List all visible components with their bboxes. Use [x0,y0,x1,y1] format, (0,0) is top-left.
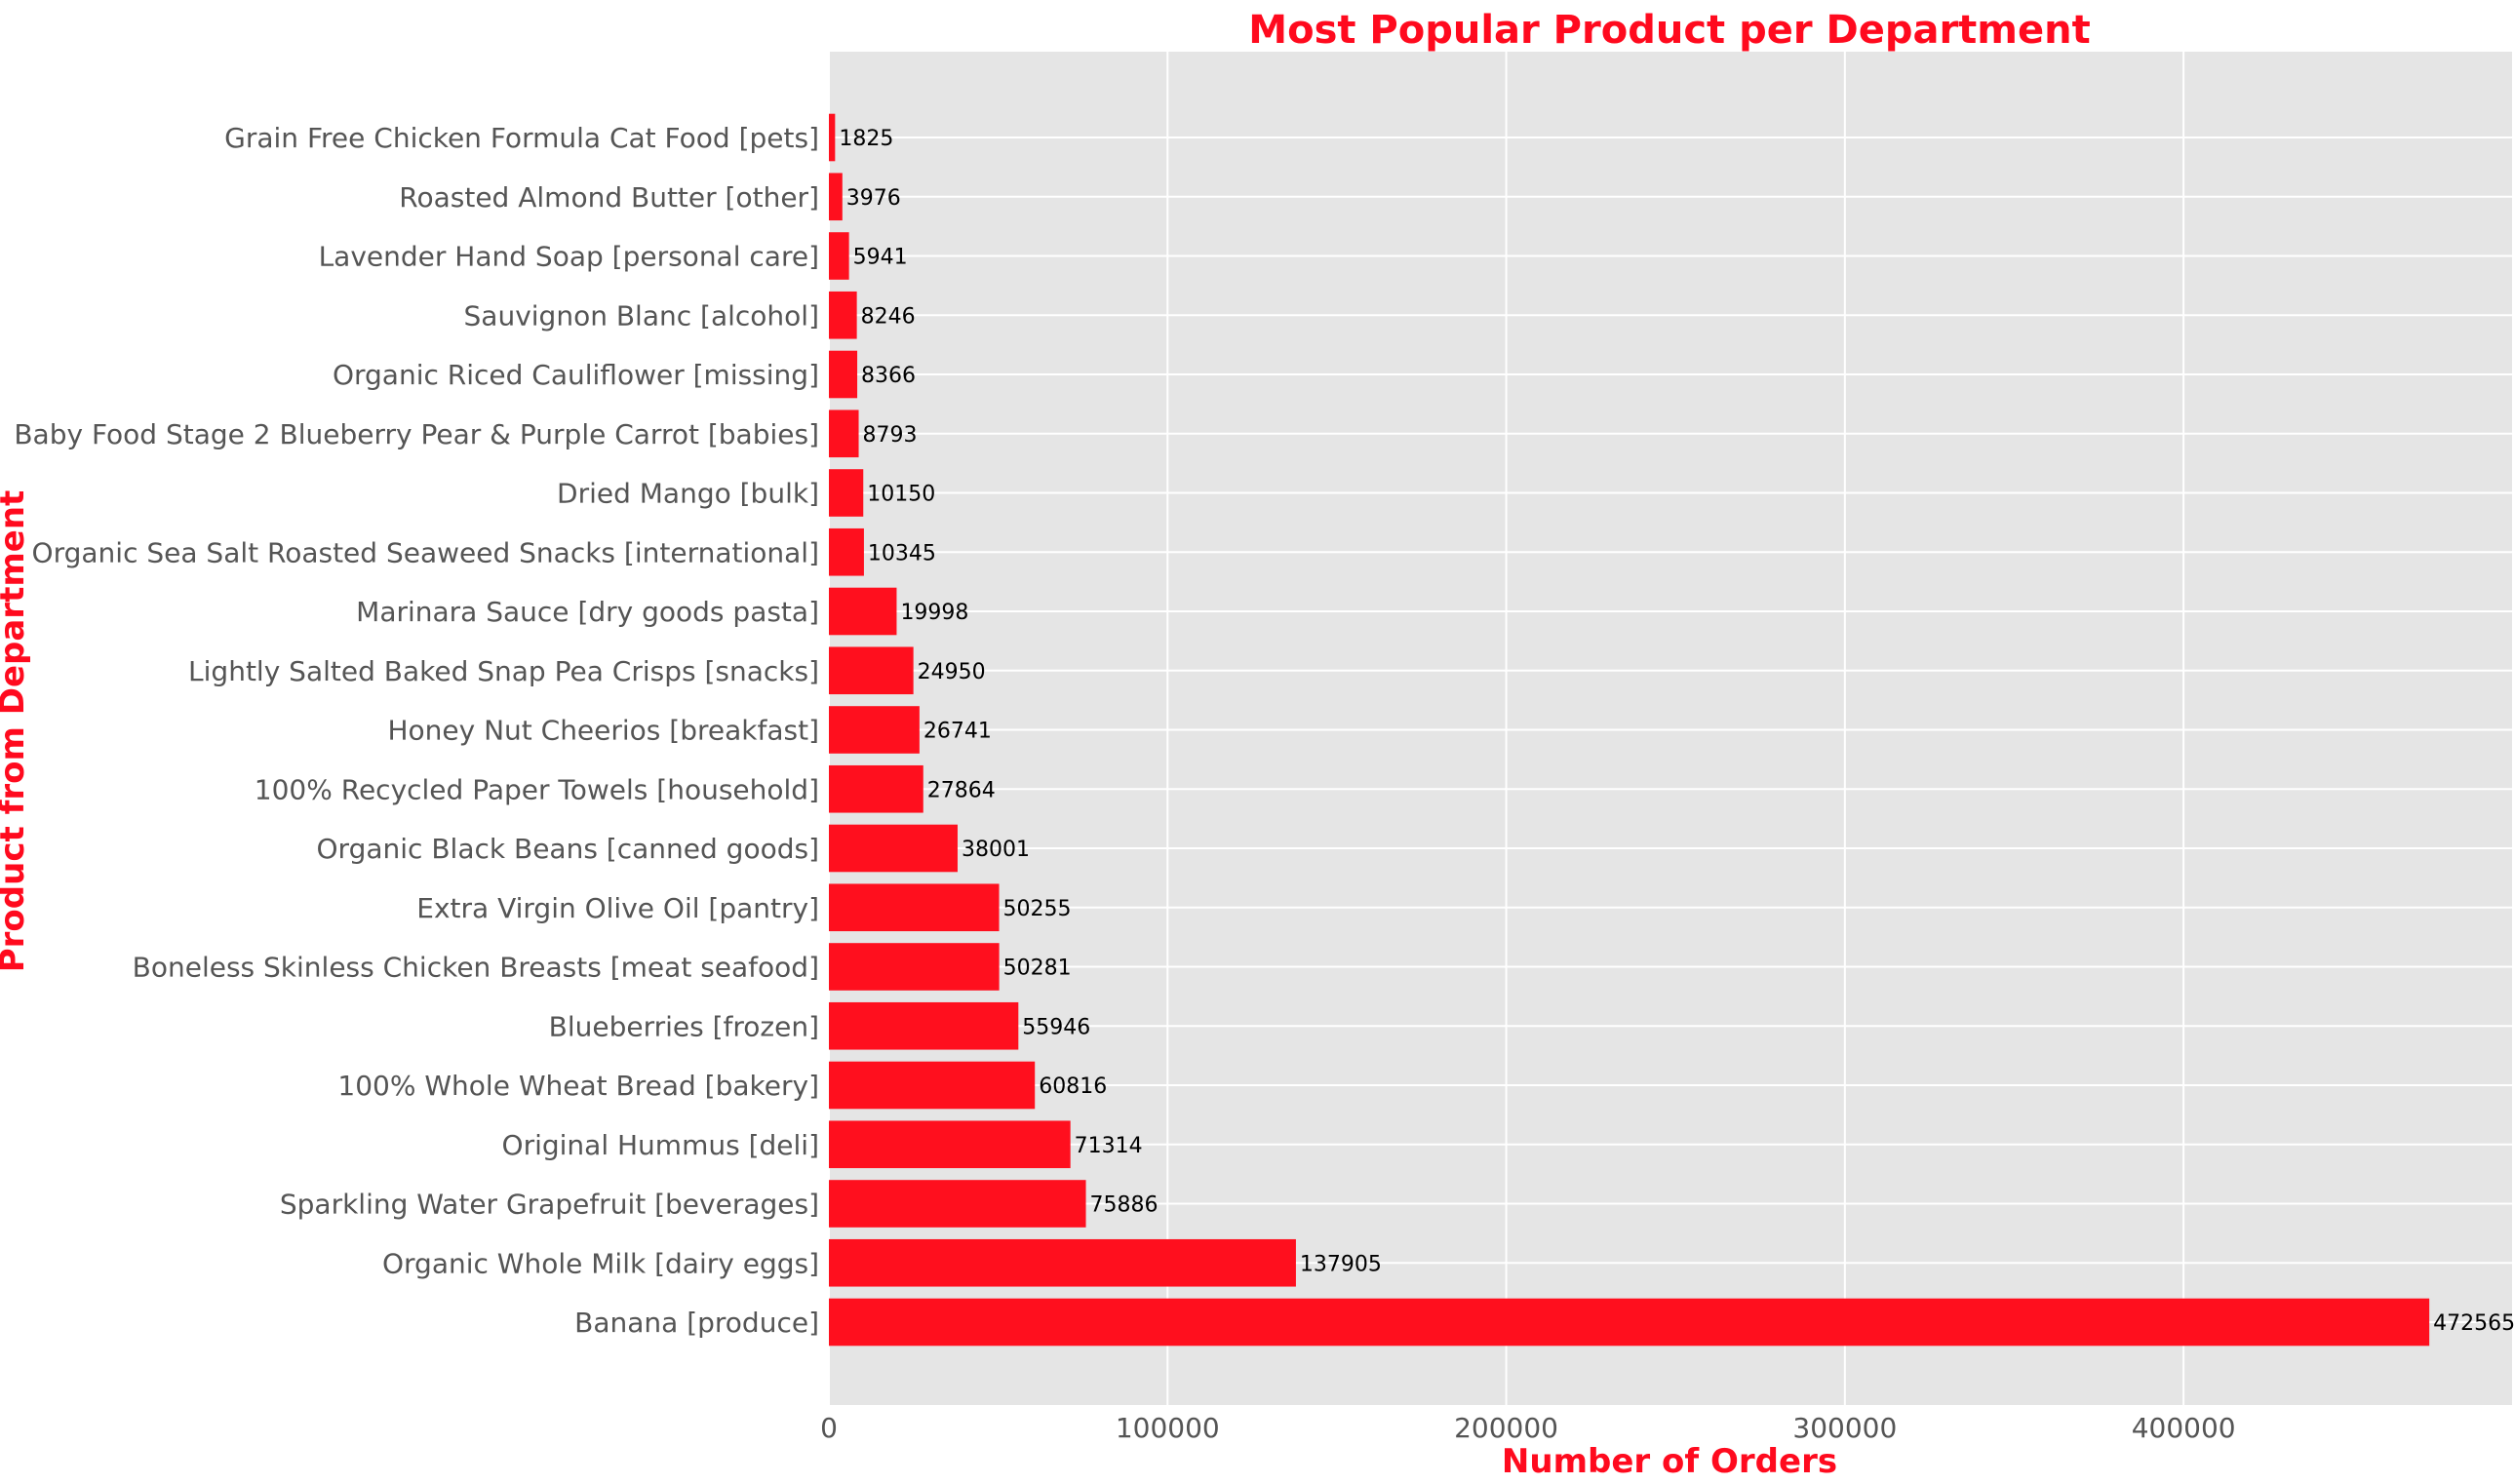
value-label: 1825 [839,127,893,151]
category-label: Sauvignon Blanc [alcohol] [464,299,819,332]
category-label: Honey Nut Cheerios [breakfast] [387,715,819,747]
x-tick-label: 200000 [1454,1412,1558,1444]
value-label: 55946 [1022,1015,1090,1039]
bar [829,587,897,636]
value-label: 26741 [923,720,992,744]
bar [829,173,843,221]
bar [829,1120,1071,1169]
bar [829,410,859,458]
value-label: 75886 [1090,1193,1159,1218]
bar [829,646,914,695]
category-label: Roasted Almond Butter [other] [399,181,819,214]
x-axis-label: Number of Orders [1502,1442,1837,1481]
value-label: 8366 [861,364,916,388]
bar [829,1001,1019,1050]
value-label: 71314 [1075,1134,1143,1158]
category-label: Boneless Skinless Chicken Breasts [meat … [133,952,819,984]
x-tick-label: 0 [820,1412,838,1444]
y-axis-label: Product from Department [0,490,32,973]
chart-title: Most Popular Product per Department [1248,8,2090,53]
category-label: 100% Recycled Paper Towels [household] [255,773,819,805]
value-label: 10150 [867,483,935,507]
plot-area [829,52,2512,1405]
value-label: 19998 [900,601,968,625]
category-label: Organic Sea Salt Roasted Seaweed Snacks … [32,536,819,568]
category-label: Banana [produce] [574,1307,819,1339]
category-label: Organic Whole Milk [dairy eggs] [382,1247,819,1279]
category-label: 100% Whole Wheat Bread [bakery] [337,1070,819,1102]
bar [829,1061,1036,1110]
grid-lines [828,52,2512,1405]
category-label: Organic Black Beans [canned goods] [317,833,819,865]
bar [829,943,1000,991]
value-label: 50255 [1003,897,1072,921]
category-label: Extra Virgin Olive Oil [pantry] [416,892,819,924]
category-label: Lightly Salted Baked Snap Pea Crisps [sn… [188,655,819,687]
bar [829,1238,1296,1287]
value-label: 5941 [853,246,908,270]
category-label: Sparkling Water Grapefruit [beverages] [280,1189,819,1221]
bar [829,527,864,576]
x-tick-label: 400000 [2132,1412,2236,1444]
value-label: 3976 [846,186,901,211]
category-label: Dried Mango [bulk] [557,478,819,510]
bar [829,706,920,754]
category-label: Marinara Sauce [dry goods pasta] [356,596,819,628]
category-label: Lavender Hand Soap [personal care] [319,241,819,273]
bar [829,883,1000,932]
value-label: 10345 [868,541,936,566]
bar [829,1180,1086,1228]
value-label: 8793 [863,423,918,448]
category-label: Original Hummus [deli] [502,1129,819,1161]
bar [829,291,857,339]
x-tick-label: 300000 [1792,1412,1897,1444]
bar [829,1298,2430,1347]
bar [829,232,849,280]
x-tick-labels: 0 100000 200000 300000 400000 [820,1412,2235,1444]
value-label: 24950 [918,660,986,684]
category-label: Baby Food Stage 2 Blueberry Pear & Purpl… [14,418,819,450]
bar [829,113,836,162]
value-label: 8246 [861,304,916,329]
x-tick-label: 100000 [1116,1412,1220,1444]
category-label: Organic Riced Cauliflower [missing] [333,359,819,391]
bars-group [829,113,2430,1347]
value-label: 137905 [1300,1252,1382,1276]
value-labels: 472565 137905 75886 71314 60816 55946 50281 502… [839,127,2514,1336]
category-label: Blueberries [frozen] [549,1010,819,1042]
value-label: 50281 [1003,957,1072,981]
value-label: 60816 [1039,1074,1107,1099]
value-label: 38001 [962,838,1030,862]
value-label: 27864 [927,778,996,802]
value-label: 472565 [2433,1311,2514,1336]
category-labels: Banana [produce] Organic Whole Milk [dair… [14,122,819,1339]
category-label: Grain Free Chicken Formula Cat Food [pet… [224,122,819,154]
bar [829,824,958,873]
bar [829,350,858,399]
bar [829,764,923,813]
bar [829,469,864,517]
